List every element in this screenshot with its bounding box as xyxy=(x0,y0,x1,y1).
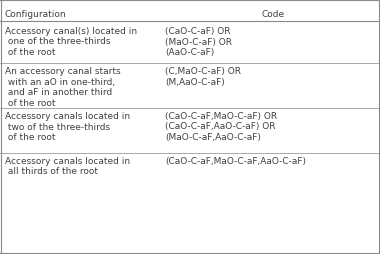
Text: An accessory canal starts: An accessory canal starts xyxy=(5,67,120,76)
Text: and aF in another third: and aF in another third xyxy=(5,88,112,97)
Text: Accessory canal(s) located in: Accessory canal(s) located in xyxy=(5,27,137,36)
Text: (CaO-C-aF,MaO-C-aF,AaO-C-aF): (CaO-C-aF,MaO-C-aF,AaO-C-aF) xyxy=(165,156,306,165)
Text: (CaO-C-aF,MaO-C-aF) OR: (CaO-C-aF,MaO-C-aF) OR xyxy=(165,112,277,121)
Text: of the root: of the root xyxy=(5,48,55,57)
Text: (C,MaO-C-aF) OR: (C,MaO-C-aF) OR xyxy=(165,67,241,76)
Text: (CaO-C-aF,AaO-C-aF) OR: (CaO-C-aF,AaO-C-aF) OR xyxy=(165,122,276,131)
Text: Accessory canals located in: Accessory canals located in xyxy=(5,112,130,121)
Text: (CaO-C-aF) OR: (CaO-C-aF) OR xyxy=(165,27,231,36)
Text: two of the three-thirds: two of the three-thirds xyxy=(5,122,110,131)
Text: (MaO-C-aF) OR: (MaO-C-aF) OR xyxy=(165,37,232,46)
Text: one of the three-thirds: one of the three-thirds xyxy=(5,37,111,46)
Text: of the root: of the root xyxy=(5,98,55,107)
Text: of the root: of the root xyxy=(5,133,55,141)
Text: Accessory canals located in: Accessory canals located in xyxy=(5,156,130,165)
Text: all thirds of the root: all thirds of the root xyxy=(5,167,98,176)
Text: Code: Code xyxy=(261,10,284,19)
Text: (AaO-C-aF): (AaO-C-aF) xyxy=(165,48,215,57)
Text: Configuration: Configuration xyxy=(5,10,66,19)
Text: (MaO-C-aF,AaO-C-aF): (MaO-C-aF,AaO-C-aF) xyxy=(165,133,261,141)
Text: with an aO in one-third,: with an aO in one-third, xyxy=(5,77,115,86)
Text: (M,AaO-C-aF): (M,AaO-C-aF) xyxy=(165,77,225,86)
